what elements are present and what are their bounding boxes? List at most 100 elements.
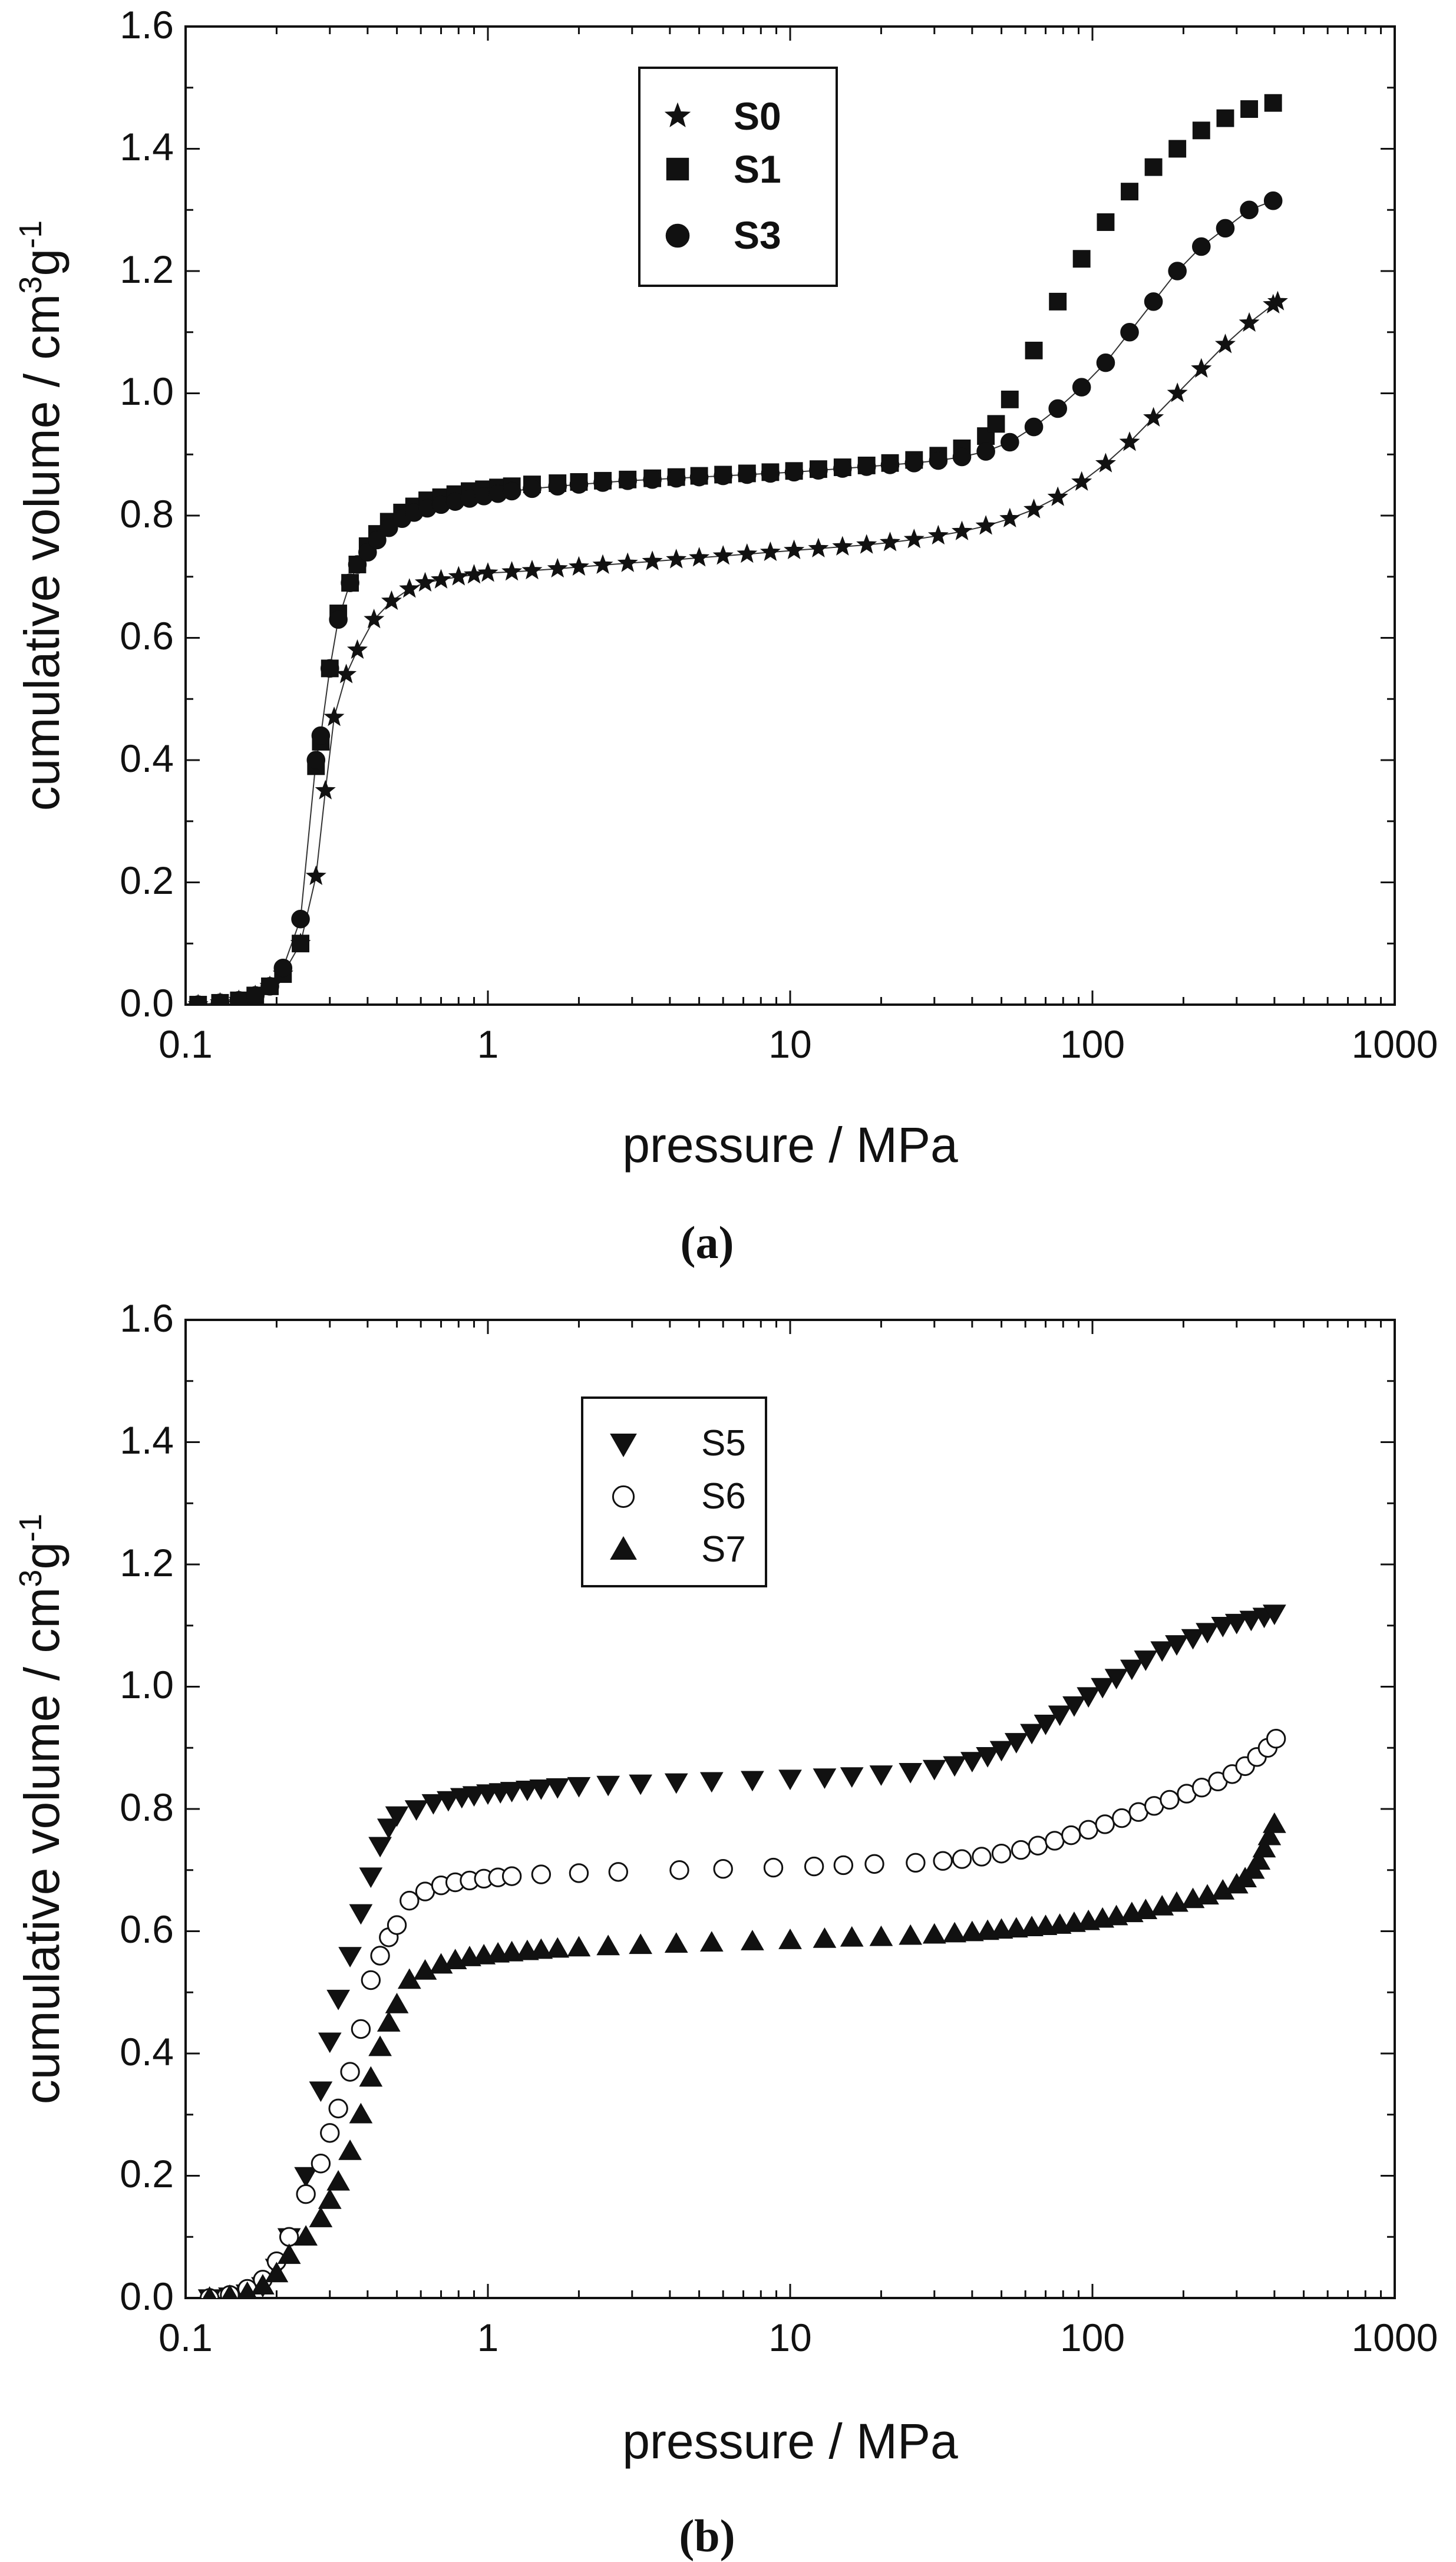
data-point-s5 [813, 1768, 837, 1790]
data-point-s3 [1120, 322, 1139, 342]
data-point-s3 [880, 455, 900, 474]
y-tick-label: 1.2 [120, 247, 174, 291]
data-point-s5 [1091, 1678, 1115, 1699]
data-point-s5 [1211, 1617, 1235, 1637]
legend-label-s6: S6 [701, 1476, 746, 1517]
data-point-s0 [951, 520, 973, 540]
data-point-s7 [338, 2139, 362, 2160]
data-point-s3 [593, 473, 612, 492]
data-point-s0 [521, 559, 543, 580]
data-point-s0 [1071, 471, 1092, 491]
data-point-s5 [377, 1818, 401, 1840]
x-tick-labels-b: 0.1 1 10 100 1000 [159, 2316, 1438, 2359]
data-point-s6 [833, 1855, 854, 1876]
data-point-s5 [294, 2167, 318, 2188]
data-point-s6 [952, 1849, 972, 1869]
data-point-s3 [569, 475, 589, 494]
series-line-s3 [198, 200, 1274, 1005]
data-point-s7 [869, 1925, 893, 1946]
data-point-s3 [1240, 200, 1259, 220]
data-point-s3 [1024, 417, 1044, 437]
x-tick-label: 10 [768, 2316, 811, 2359]
data-point-s7 [1252, 1837, 1276, 1858]
y-tick-label: 0.4 [120, 2030, 174, 2074]
data-point-s7 [529, 1938, 553, 1959]
data-point-s6 [1078, 1820, 1098, 1840]
data-point-s0 [431, 569, 452, 589]
data-point-s5 [546, 1778, 570, 1799]
legend-a: S0 S1 S3 [638, 67, 838, 287]
data-point-s0 [1191, 358, 1212, 378]
data-point-s3 [329, 610, 348, 629]
data-point-s3 [1096, 353, 1115, 372]
data-point-s6 [351, 2019, 371, 2039]
data-point-s7 [318, 2188, 342, 2209]
data-point-s6 [370, 1946, 390, 1966]
data-point-s5 [1104, 1669, 1128, 1689]
data-point-s1 [1192, 121, 1210, 140]
series-points-b [197, 1604, 1286, 2298]
data-point-s6 [311, 2154, 331, 2174]
data-point-s0 [689, 547, 710, 567]
data-point-s0 [1214, 334, 1236, 354]
data-point-s5 [529, 1779, 553, 1800]
data-point-s6 [1011, 1840, 1031, 1860]
data-point-s7 [359, 2066, 383, 2087]
legend-marker-s3 [665, 223, 690, 248]
data-point-s6 [1266, 1728, 1286, 1749]
data-point-s0 [315, 780, 336, 800]
legend-label-s0: S0 [734, 94, 781, 138]
data-point-s6 [669, 1860, 689, 1880]
data-point-s6 [933, 1851, 953, 1871]
legend-marker-s0 [664, 102, 691, 127]
data-point-s6 [972, 1847, 992, 1867]
data-point-s6 [864, 1854, 884, 1874]
data-point-s3 [348, 555, 367, 574]
data-point-s6 [1028, 1835, 1048, 1856]
data-point-s5 [318, 2032, 342, 2053]
data-point-s6 [991, 1844, 1012, 1864]
data-point-s5 [960, 1752, 984, 1773]
data-point-s5 [462, 1786, 486, 1807]
data-point-s3 [229, 991, 249, 1005]
data-point-s5 [778, 1769, 802, 1791]
y-axis-label-sup2: -1 [13, 1514, 48, 1542]
x-tick-label: 100 [1060, 1022, 1125, 1066]
x-tick-label: 0.1 [159, 2316, 213, 2359]
y-tick-label: 0.4 [120, 737, 174, 780]
data-point-s3 [904, 453, 924, 473]
y-tick-label: 1.4 [120, 125, 174, 169]
data-point-s6 [320, 2123, 340, 2143]
data-point-s1 [1168, 140, 1187, 158]
data-point-s5 [309, 2081, 333, 2102]
data-point-s6 [501, 1866, 522, 1886]
data-point-s0 [999, 507, 1021, 528]
data-point-s3 [1001, 432, 1019, 452]
y-tick-label: 1.2 [120, 1541, 174, 1584]
data-point-s0 [617, 552, 638, 572]
data-point-s0 [903, 529, 925, 549]
data-point-s5 [699, 1772, 724, 1793]
data-point-s0 [399, 578, 420, 598]
data-point-s1 [292, 935, 309, 953]
y-tick-label: 1.6 [120, 3, 174, 47]
data-point-s5 [840, 1767, 864, 1788]
y-axis-label-g: g [14, 249, 70, 276]
legend-markers-a [664, 102, 691, 248]
data-point-s0 [305, 865, 326, 886]
data-point-s0 [1267, 290, 1288, 311]
y-tick-label: 0.0 [120, 2274, 174, 2318]
data-point-s3 [833, 459, 852, 478]
legend-marker-s7 [610, 1536, 637, 1560]
data-point-s3 [952, 447, 972, 467]
data-point-s5 [1077, 1687, 1101, 1708]
data-point-s7 [778, 1929, 802, 1949]
data-point-s3 [714, 466, 732, 486]
data-point-s3 [320, 659, 339, 678]
data-point-s5 [359, 1867, 383, 1889]
y-tick-label: 0.0 [120, 981, 174, 1025]
x-tick-label: 1 [477, 2316, 499, 2359]
data-point-s7 [368, 2035, 392, 2056]
data-point-s1 [1240, 100, 1259, 118]
